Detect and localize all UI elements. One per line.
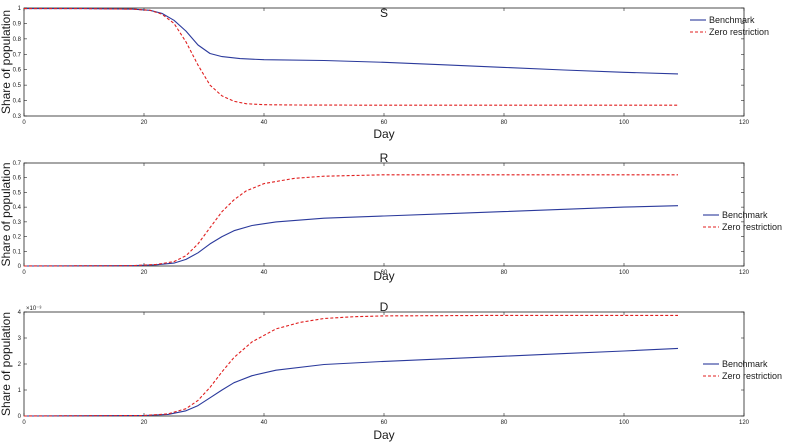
x-tick-label: 20 — [141, 420, 148, 426]
y-tick-label: 3 — [18, 336, 22, 342]
y-tick-label: 1 — [18, 388, 22, 394]
y-tick-label: 0.1 — [13, 249, 22, 255]
series-line-benchmark — [24, 8, 679, 75]
y-tick-label: 0.5 — [13, 83, 22, 89]
chart-panel-d: 0 20 40 60 80 100 120 0 1 2 3 4 ×10⁻³ D Day Share of po… — [0, 300, 782, 442]
plot-title: S — [380, 6, 388, 20]
y-tick-label: 0 — [18, 414, 22, 420]
series-line-zero-restriction — [23, 314, 678, 417]
x-tick-label: 80 — [501, 420, 508, 426]
y-tick-label: 0.9 — [13, 21, 22, 27]
x-axis-label: Day — [373, 269, 394, 283]
x-tick-label: 40 — [261, 270, 268, 276]
legend-entry: Zero restriction — [722, 371, 782, 381]
y-tick-label: 0.4 — [13, 205, 22, 211]
plot-title: D — [380, 300, 389, 314]
y-tick-label: 0.3 — [13, 114, 22, 120]
x-axis-label: Day — [373, 127, 394, 141]
legend-entry: Zero restriction — [709, 27, 769, 37]
x-tick-label: 20 — [141, 120, 148, 126]
x-tick-label: 80 — [501, 120, 508, 126]
legend-entry: Benchmark — [709, 15, 755, 25]
plot-title: R — [380, 151, 389, 165]
series-line-zero-restriction — [23, 174, 678, 267]
x-tick-label: 120 — [739, 120, 750, 126]
x-tick-label: 40 — [261, 120, 268, 126]
y-tick-label: 0.3 — [13, 220, 22, 226]
y-tick-label: 0.6 — [13, 176, 22, 182]
x-tick-label: 120 — [739, 420, 750, 426]
y-tick-label: 1 — [18, 6, 22, 12]
legend-entry: Benchmark — [722, 210, 768, 220]
y-axis-label: Share of population — [0, 162, 13, 266]
y-tick-label: 0.7 — [13, 52, 22, 58]
y-tick-label: 0.2 — [13, 235, 22, 241]
x-tick-label: 60 — [381, 270, 388, 276]
x-tick-label: 60 — [381, 420, 388, 426]
x-tick-label: 0 — [22, 120, 26, 126]
y-axis-label: Share of population — [0, 10, 13, 114]
plot-area-frame — [23, 162, 745, 267]
x-tick-label: 120 — [739, 270, 750, 276]
x-tick-label: 0 — [22, 420, 26, 426]
plot-area-frame — [23, 311, 745, 417]
y-tick-label: 4 — [18, 310, 22, 316]
y-multiplier-label: ×10⁻³ — [26, 306, 41, 312]
y-tick-label: 0.7 — [13, 161, 22, 167]
x-tick-label: 60 — [381, 120, 388, 126]
chart-panel-s: 0 20 40 60 80 100 120 0.3 0.4 0.5 0.6 0.7 0.8 0.9 1 S Da… — [0, 6, 769, 141]
series-line-benchmark — [23, 205, 679, 267]
chart-panel-r: 0 20 40 60 80 100 120 0 0.1 0.2 0.3 0.4 0.5 0.6 0.7 R Da… — [0, 151, 782, 283]
x-tick-label: 80 — [501, 270, 508, 276]
x-tick-label: 40 — [261, 420, 268, 426]
series-line-benchmark — [23, 347, 679, 417]
series-line-zero-restriction — [24, 8, 678, 106]
x-tick-label: 100 — [619, 420, 630, 426]
x-tick-label: 100 — [619, 120, 630, 126]
legend-entry: Zero restriction — [722, 222, 782, 232]
x-axis-label: Day — [373, 428, 394, 442]
y-tick-label: 0.8 — [13, 37, 22, 43]
y-axis-label: Share of population — [0, 312, 13, 416]
y-tick-label: 2 — [18, 362, 22, 368]
y-tick-label: 0.6 — [13, 68, 22, 74]
x-tick-label: 0 — [22, 270, 26, 276]
x-tick-label: 100 — [619, 270, 630, 276]
y-tick-label: 0 — [18, 264, 22, 270]
y-tick-label: 0.4 — [13, 99, 22, 105]
x-tick-label: 20 — [141, 270, 148, 276]
legend-entry: Benchmark — [722, 359, 768, 369]
y-tick-label: 0.5 — [13, 190, 22, 196]
